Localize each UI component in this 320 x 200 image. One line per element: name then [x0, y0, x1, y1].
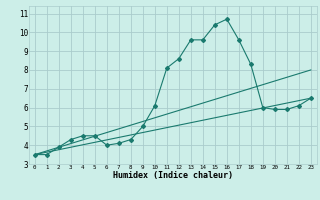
X-axis label: Humidex (Indice chaleur): Humidex (Indice chaleur) [113, 171, 233, 180]
